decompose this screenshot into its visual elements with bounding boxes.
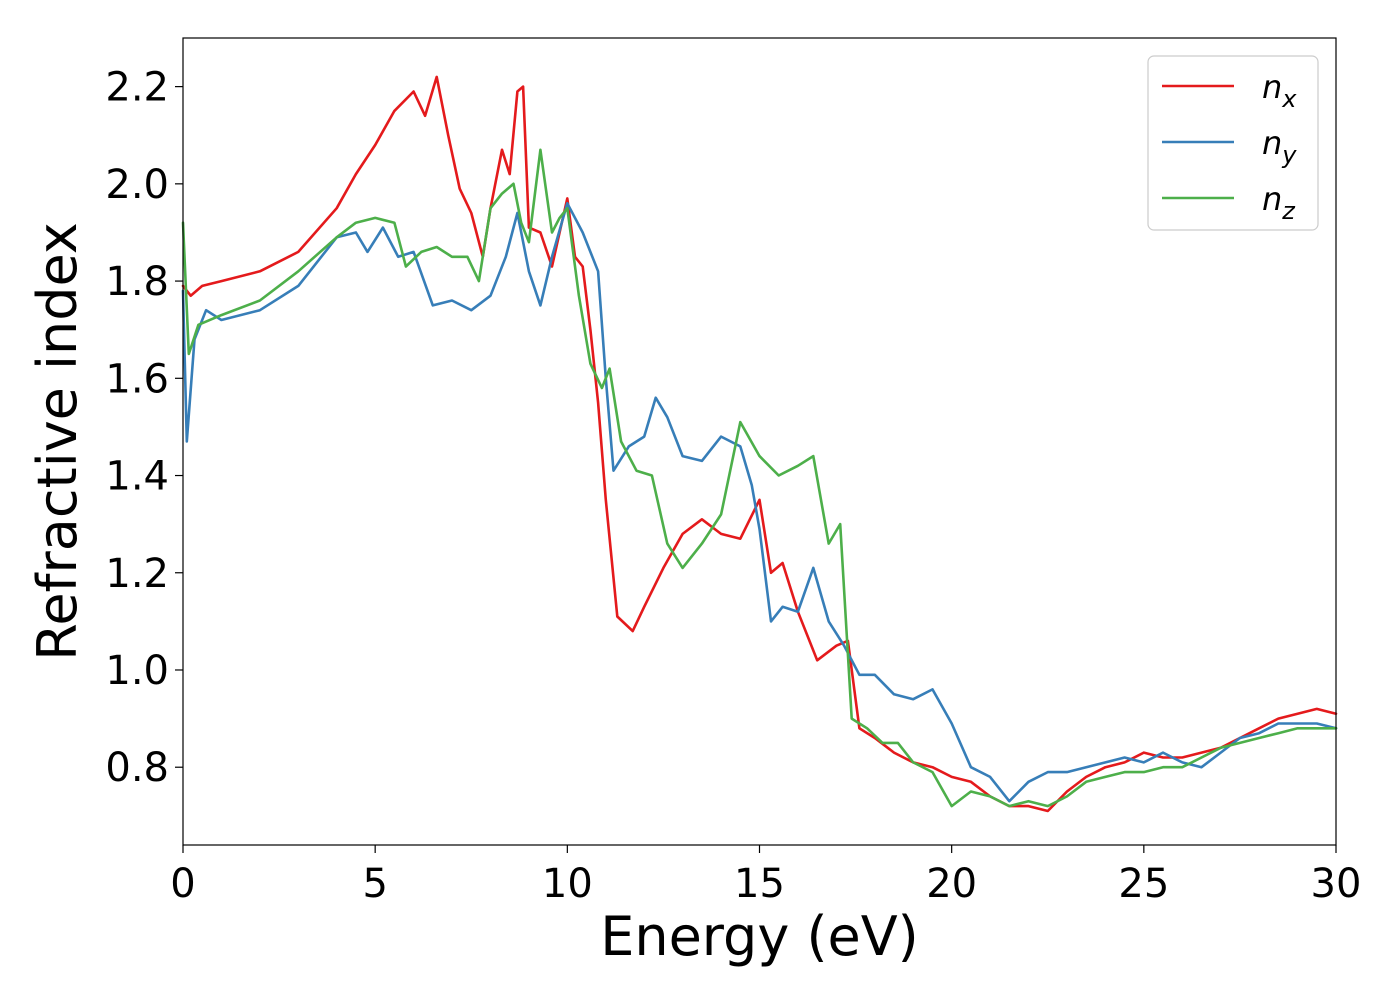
x-tick-label: 10 — [542, 861, 593, 907]
y-tick-label: 2.2 — [105, 65, 169, 111]
legend-label-y: ny — [1262, 124, 1297, 169]
y-tick-label: 1.4 — [105, 454, 169, 500]
series-layer — [181, 75, 1338, 813]
y-tick-label: 2.0 — [105, 162, 169, 208]
x-axis-ticks: 0 5 10 15 20 25 30 — [170, 845, 1361, 907]
legend-label-main: n — [1262, 124, 1282, 162]
legend-label-z: nz — [1262, 180, 1296, 225]
x-tick-label: 20 — [926, 861, 977, 907]
y-tick-label: 0.8 — [105, 745, 169, 791]
legend-label-subscript: x — [1281, 85, 1297, 113]
y-tick-label: 1.2 — [105, 551, 169, 597]
x-tick-label: 30 — [1311, 861, 1362, 907]
series-line-z — [181, 148, 1338, 808]
x-tick-label: 15 — [734, 861, 785, 907]
legend-label-x: nx — [1262, 68, 1297, 113]
x-tick-label: 0 — [170, 861, 195, 907]
y-axis-label: Refractive index — [26, 222, 89, 661]
y-tick-label: 1.0 — [105, 648, 169, 694]
y-axis-ticks: 0.8 1.0 1.2 1.4 1.6 1.8 2.0 2.2 — [105, 65, 183, 791]
legend-label-main: n — [1262, 68, 1282, 106]
x-tick-label: 25 — [1118, 861, 1169, 907]
legend-label-subscript: y — [1281, 141, 1297, 169]
x-tick-label: 5 — [362, 861, 387, 907]
y-tick-label: 1.6 — [105, 356, 169, 402]
legend-label-main: n — [1262, 180, 1282, 218]
legend-label-subscript: z — [1281, 197, 1296, 225]
series-line-x — [181, 75, 1338, 813]
x-axis-label: Energy (eV) — [600, 905, 919, 968]
y-tick-label: 1.8 — [105, 259, 169, 305]
